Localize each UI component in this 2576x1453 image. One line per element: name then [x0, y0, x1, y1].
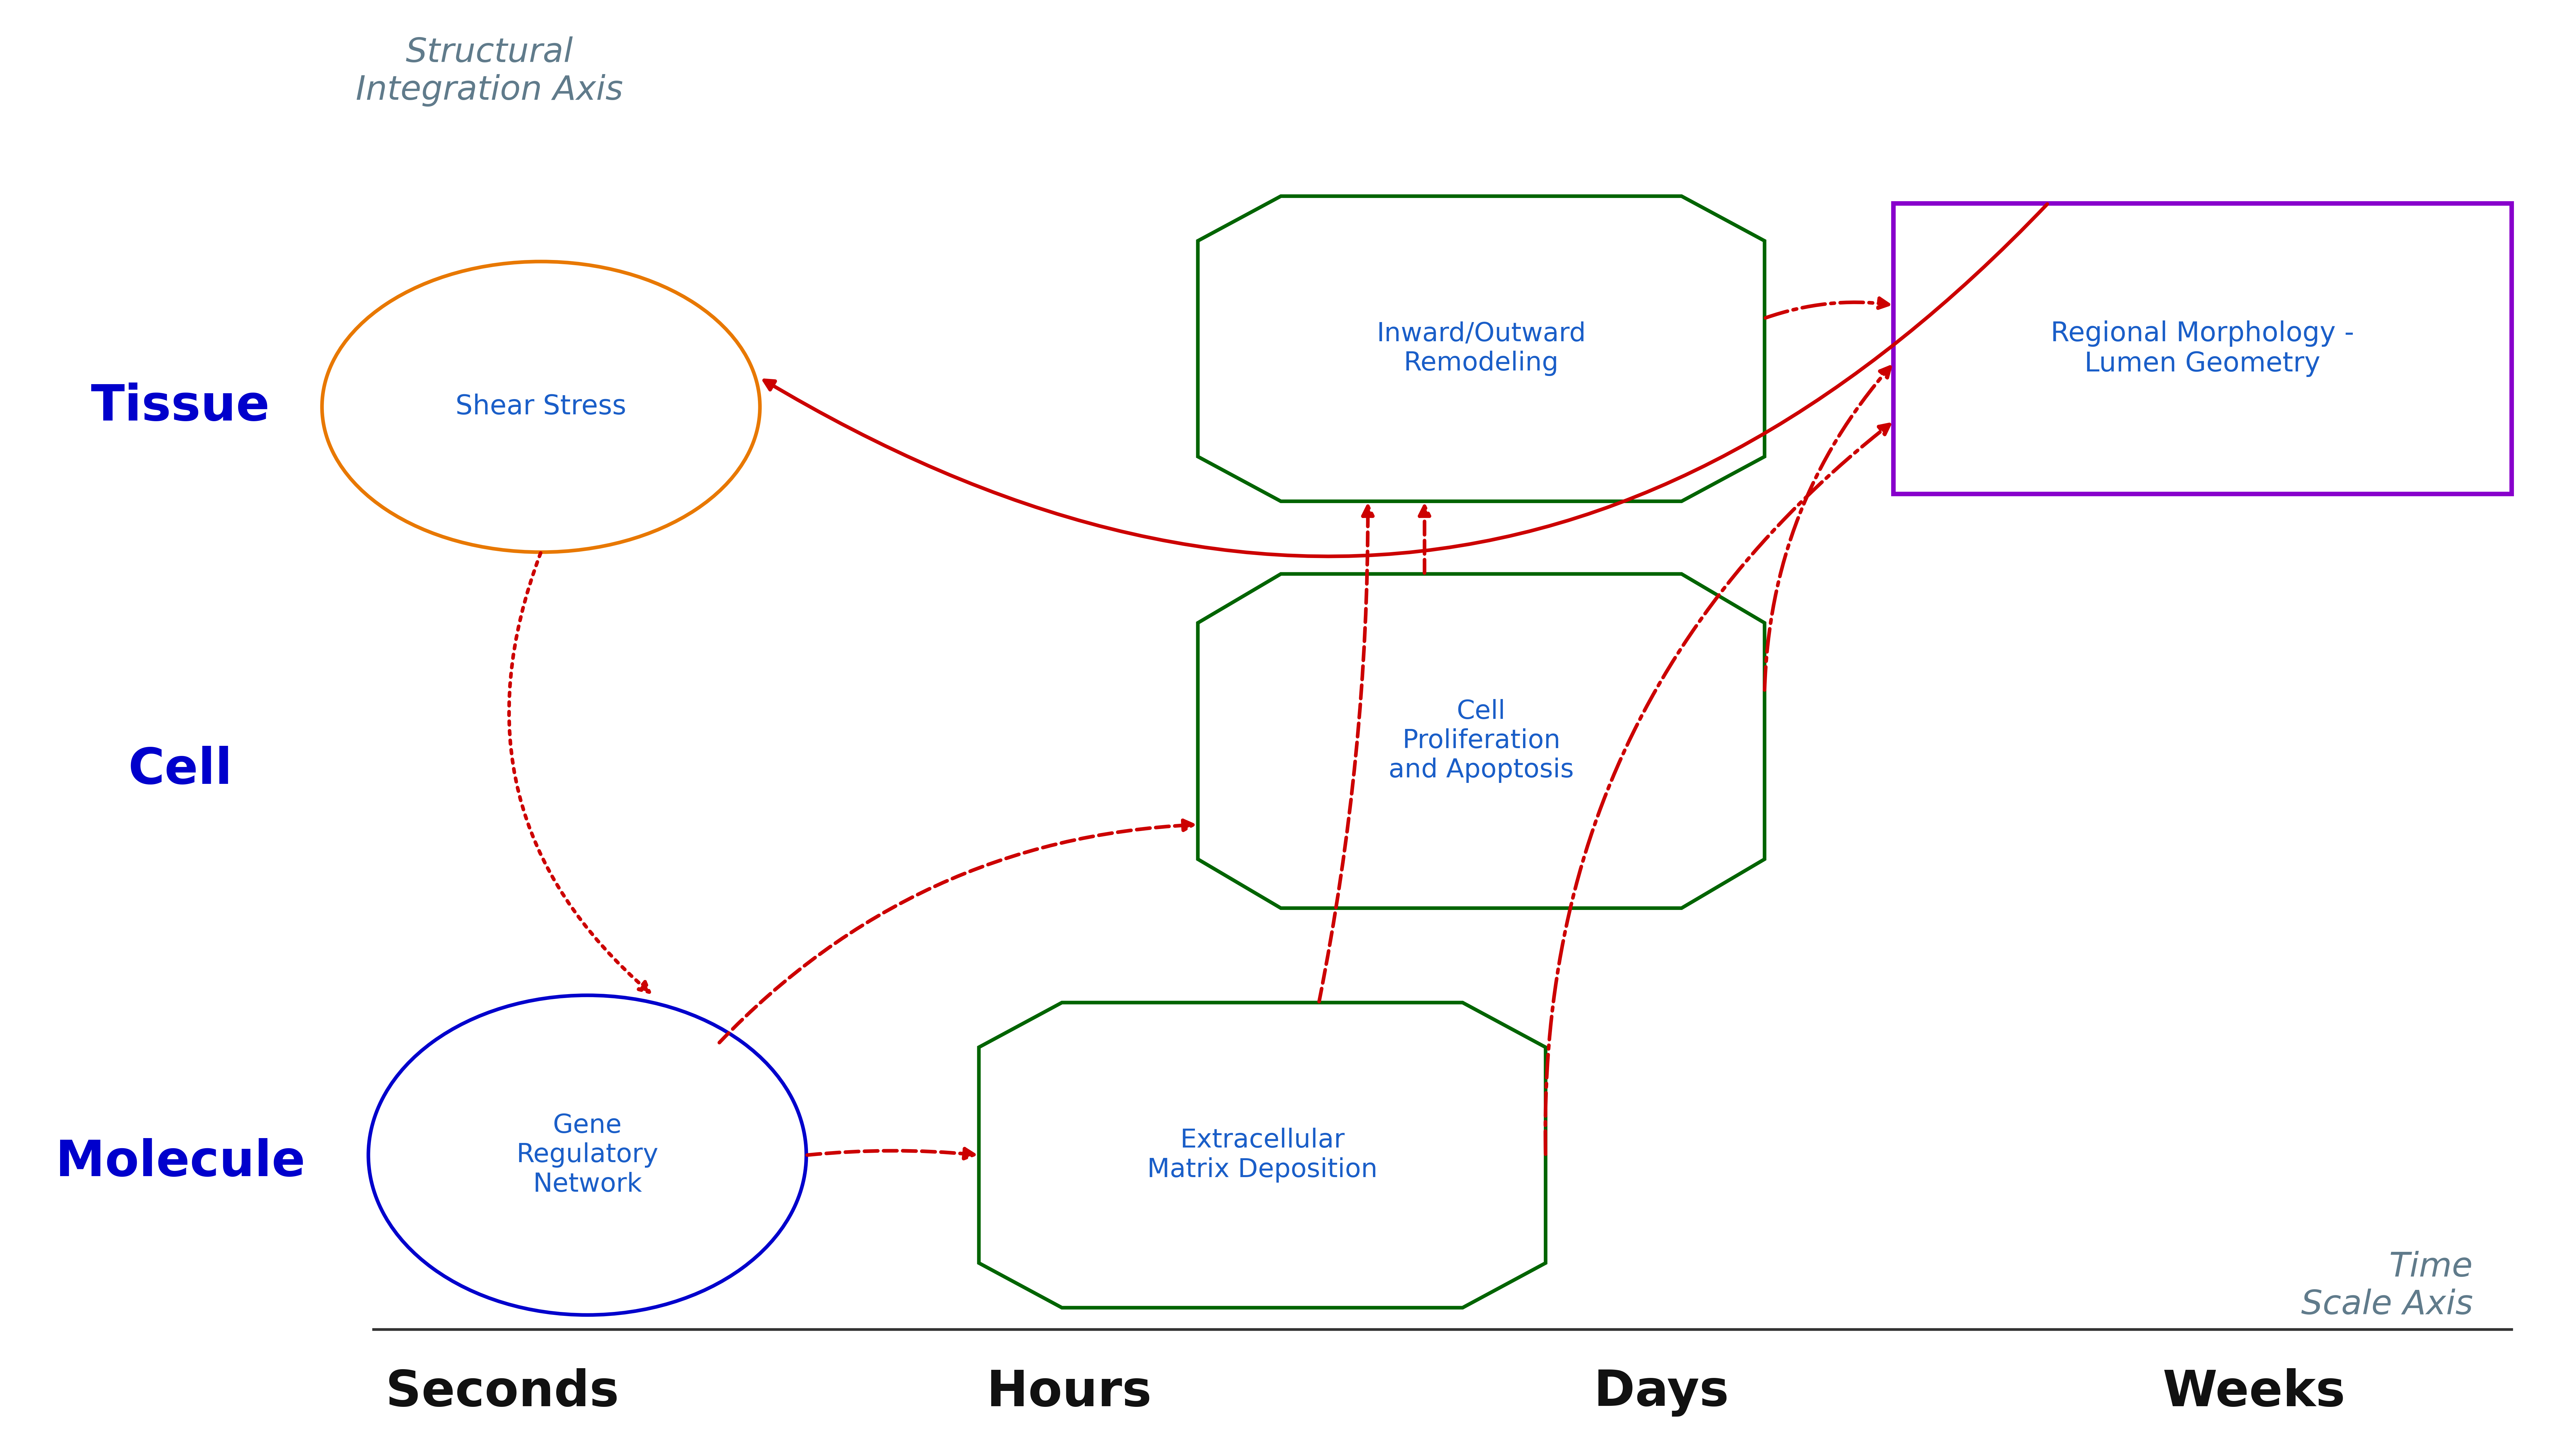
Text: Days: Days	[1595, 1369, 1728, 1417]
Text: Hours: Hours	[987, 1369, 1151, 1417]
FancyArrowPatch shape	[1765, 298, 1888, 318]
Polygon shape	[979, 1003, 1546, 1308]
Text: Shear Stress: Shear Stress	[456, 394, 626, 420]
Text: Gene
Regulatory
Network: Gene Regulatory Network	[515, 1113, 659, 1197]
Text: Time
Scale Axis: Time Scale Axis	[2300, 1251, 2473, 1321]
Text: Extracellular
Matrix Deposition: Extracellular Matrix Deposition	[1146, 1128, 1378, 1183]
Polygon shape	[1198, 196, 1765, 501]
FancyArrowPatch shape	[719, 821, 1193, 1043]
FancyArrowPatch shape	[806, 1149, 974, 1158]
Text: Molecule: Molecule	[57, 1138, 304, 1187]
FancyArrowPatch shape	[510, 554, 649, 992]
Text: Tissue: Tissue	[90, 382, 270, 432]
Ellipse shape	[368, 995, 806, 1315]
Text: Structural
Integration Axis: Structural Integration Axis	[355, 36, 623, 106]
Polygon shape	[1198, 574, 1765, 908]
Text: Regional Morphology -
Lumen Geometry: Regional Morphology - Lumen Geometry	[2050, 320, 2354, 378]
FancyArrowPatch shape	[1765, 368, 1891, 690]
FancyArrowPatch shape	[1319, 506, 1373, 1001]
Text: Inward/Outward
Remodeling: Inward/Outward Remodeling	[1376, 321, 1587, 376]
FancyArrowPatch shape	[1546, 424, 1888, 1154]
Text: Weeks: Weeks	[2164, 1369, 2344, 1417]
FancyArrowPatch shape	[1419, 506, 1430, 572]
Text: Cell
Proliferation
and Apoptosis: Cell Proliferation and Apoptosis	[1388, 699, 1574, 783]
FancyArrowPatch shape	[765, 203, 2048, 556]
Text: Seconds: Seconds	[386, 1369, 618, 1417]
Text: Cell: Cell	[129, 745, 232, 795]
FancyBboxPatch shape	[1893, 203, 2512, 494]
Ellipse shape	[322, 262, 760, 552]
